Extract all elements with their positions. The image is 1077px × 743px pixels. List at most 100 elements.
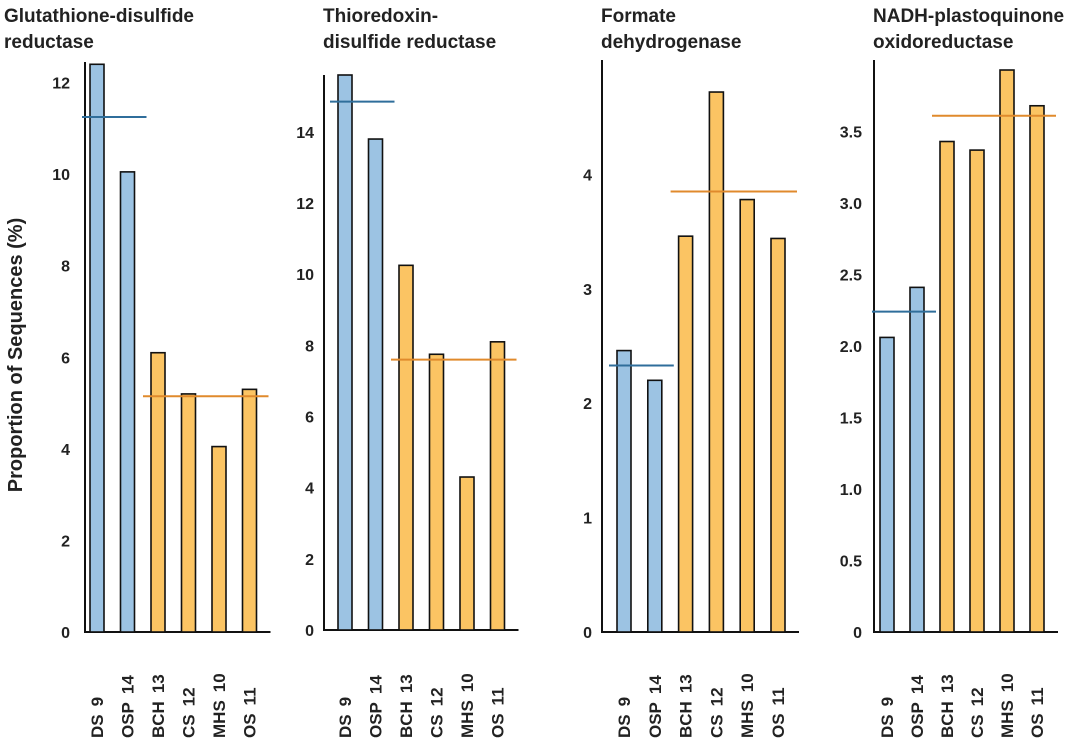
x-tick-label: CS 12 bbox=[707, 687, 726, 738]
category-name: CS bbox=[968, 714, 987, 738]
x-tick-label: BCH 13 bbox=[938, 674, 957, 738]
category-count: 9 bbox=[336, 697, 355, 706]
category-count: 13 bbox=[938, 674, 957, 693]
x-tick-label: CS 12 bbox=[180, 687, 199, 738]
category-count: 9 bbox=[615, 697, 634, 706]
y-tick-label: 6 bbox=[61, 350, 70, 367]
x-tick-label: MHS 10 bbox=[998, 673, 1017, 738]
category-name: OSP bbox=[119, 702, 138, 738]
bar bbox=[489, 341, 506, 631]
category-count: 12 bbox=[707, 687, 726, 706]
y-tick-label: 4 bbox=[305, 481, 314, 498]
category-name: OSP bbox=[646, 702, 665, 738]
bar bbox=[89, 63, 105, 633]
category-name: BCH bbox=[397, 701, 416, 738]
y-tick-label: 4 bbox=[61, 442, 70, 459]
category-name: OS bbox=[1028, 713, 1047, 738]
y-tick-label: 8 bbox=[61, 259, 70, 276]
y-axis-label: Proportion of Sequences (%) bbox=[5, 218, 27, 492]
x-tick-label: OS 11 bbox=[489, 687, 508, 738]
category-name: BCH bbox=[149, 701, 168, 738]
category-name: OS bbox=[241, 713, 260, 738]
y-tick-label: 2 bbox=[61, 533, 70, 550]
x-tick-label: CS 12 bbox=[968, 687, 987, 738]
panel-title-line: reductase bbox=[4, 32, 94, 53]
bar bbox=[459, 476, 475, 631]
bar bbox=[646, 379, 663, 633]
y-tick-label: 2.5 bbox=[840, 268, 862, 285]
bar bbox=[739, 198, 756, 633]
bar bbox=[241, 388, 258, 633]
y-tick-label: 1 bbox=[583, 511, 592, 528]
bar bbox=[879, 336, 895, 633]
category-name: DS bbox=[615, 714, 634, 738]
category-name: MHS bbox=[998, 700, 1017, 738]
y-tick-label: 1.0 bbox=[840, 482, 862, 499]
category-count: 10 bbox=[210, 673, 229, 692]
panel-title-line: Formate bbox=[601, 6, 676, 27]
bar bbox=[708, 91, 725, 633]
x-tick-label: OS 11 bbox=[241, 687, 260, 738]
y-tick-label: 2 bbox=[583, 396, 592, 413]
bar bbox=[211, 445, 227, 633]
y-tick-label: 0 bbox=[853, 625, 862, 642]
category-name: MHS bbox=[738, 700, 757, 738]
category-name: MHS bbox=[458, 700, 477, 738]
category-count: 14 bbox=[908, 675, 927, 694]
panel-1: Glutathione-disulfide reductase 0 2 4 6 8 10 12 D… bbox=[4, 6, 271, 738]
bar bbox=[999, 69, 1015, 633]
y-tick-label: 0 bbox=[61, 625, 70, 642]
category-name: MHS bbox=[210, 700, 229, 738]
category-count: 13 bbox=[397, 674, 416, 693]
category-name: OSP bbox=[367, 702, 386, 738]
bar bbox=[969, 149, 985, 633]
category-name: CS bbox=[180, 714, 199, 738]
y-tick-label: 6 bbox=[305, 410, 314, 427]
panel-title-line: Glutathione-disulfide bbox=[4, 6, 194, 27]
panel-2: Thioredoxin-disulfide reductase 0 2 4 6 8 10 12… bbox=[296, 6, 519, 738]
x-tick-label: CS 12 bbox=[428, 687, 447, 738]
bar bbox=[180, 393, 197, 633]
x-tick-label: OS 11 bbox=[769, 687, 788, 738]
panel-3: Formatedehydrogenase01234DS9OSP14BCH13CS… bbox=[583, 6, 799, 738]
category-count: 13 bbox=[149, 674, 168, 693]
x-tick-label: MHS 10 bbox=[458, 673, 477, 738]
x-tick-label: OSP 14 bbox=[908, 675, 927, 738]
category-name: OS bbox=[769, 713, 788, 738]
panel-title-line: NADH-plastoquinone bbox=[873, 6, 1064, 27]
category-count: 9 bbox=[878, 697, 897, 706]
category-count: 11 bbox=[489, 687, 508, 705]
bar bbox=[337, 74, 353, 631]
bar bbox=[1029, 104, 1045, 633]
y-tick-label: 8 bbox=[305, 338, 314, 355]
bar bbox=[150, 351, 166, 633]
category-count: 11 bbox=[769, 687, 788, 705]
y-tick-label: 14 bbox=[296, 125, 314, 142]
category-count: 14 bbox=[367, 675, 386, 694]
x-tick-label: BCH 13 bbox=[149, 674, 168, 738]
bar bbox=[367, 138, 384, 631]
category-count: 10 bbox=[738, 673, 757, 692]
bar bbox=[939, 140, 955, 633]
category-count: 14 bbox=[646, 675, 665, 694]
y-tick-label: 3 bbox=[583, 282, 592, 299]
x-tick-label: DS 9 bbox=[88, 697, 107, 738]
category-name: BCH bbox=[677, 701, 696, 738]
panel-title-line: oxidoreductase bbox=[873, 32, 1013, 53]
category-count: 14 bbox=[119, 675, 138, 694]
x-tick-label: OSP 14 bbox=[646, 675, 665, 738]
category-count: 9 bbox=[88, 697, 107, 706]
x-tick-label: DS 9 bbox=[878, 697, 897, 738]
category-name: OSP bbox=[908, 702, 927, 738]
category-name: CS bbox=[428, 714, 447, 738]
y-tick-label: 10 bbox=[52, 167, 70, 184]
bar bbox=[909, 286, 925, 633]
y-tick-label: 3.5 bbox=[840, 125, 862, 142]
panels: Glutathione-disulfidereductase024681012D… bbox=[4, 6, 1064, 738]
y-tick-label: 0 bbox=[583, 625, 592, 642]
y-tick-label: 2 bbox=[305, 552, 314, 569]
category-name: CS bbox=[707, 714, 726, 738]
bar bbox=[398, 264, 414, 631]
bar bbox=[428, 353, 445, 631]
